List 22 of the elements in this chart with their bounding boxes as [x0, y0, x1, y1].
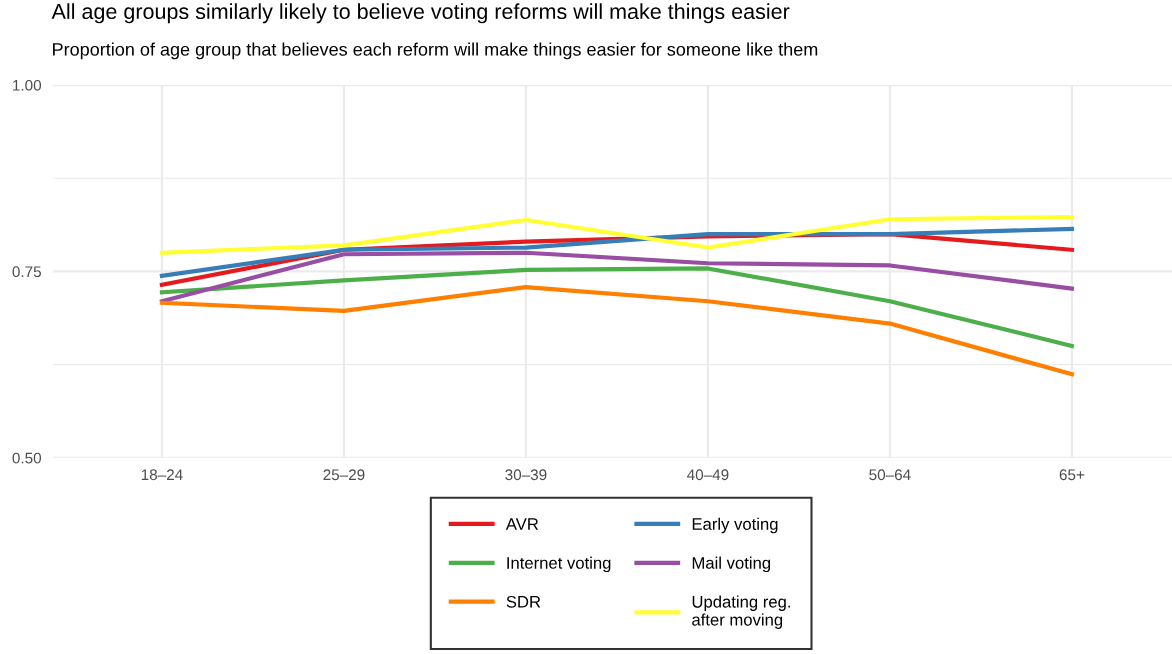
line-series	[159, 226, 1074, 278]
x-tick-label: 25–29	[323, 469, 365, 481]
legend-label: Internet voting	[507, 556, 611, 573]
y-tick-label: 0.50	[12, 452, 42, 464]
x-tick-label: 18–24	[141, 469, 183, 481]
line-series	[159, 250, 1074, 304]
line-series	[159, 214, 1074, 255]
x-tick-label: 65+	[1059, 469, 1085, 481]
legend-label: SDR	[506, 595, 541, 608]
x-tick-label: 50–64	[869, 469, 911, 481]
y-tick-label: 1.00	[13, 79, 42, 91]
x-tick-label: 30–39	[505, 469, 547, 481]
x-tick-label: 40–49	[687, 469, 729, 481]
line-series	[159, 266, 1074, 349]
chart-subtitle: Proportion of age group that believes each reform will make things easier for someone like them	[53, 42, 818, 60]
legend-label: Mail voting	[692, 556, 771, 573]
legend-label: Early voting	[692, 517, 778, 534]
y-tick-label: 0.75	[12, 266, 41, 278]
chart-title: All age groups similarly likely to believe voting reforms will make things easier	[51, 3, 790, 24]
legend-label: Updating reg. after moving	[692, 595, 790, 629]
line-series	[159, 284, 1074, 377]
legend-label: AVR	[505, 518, 539, 530]
